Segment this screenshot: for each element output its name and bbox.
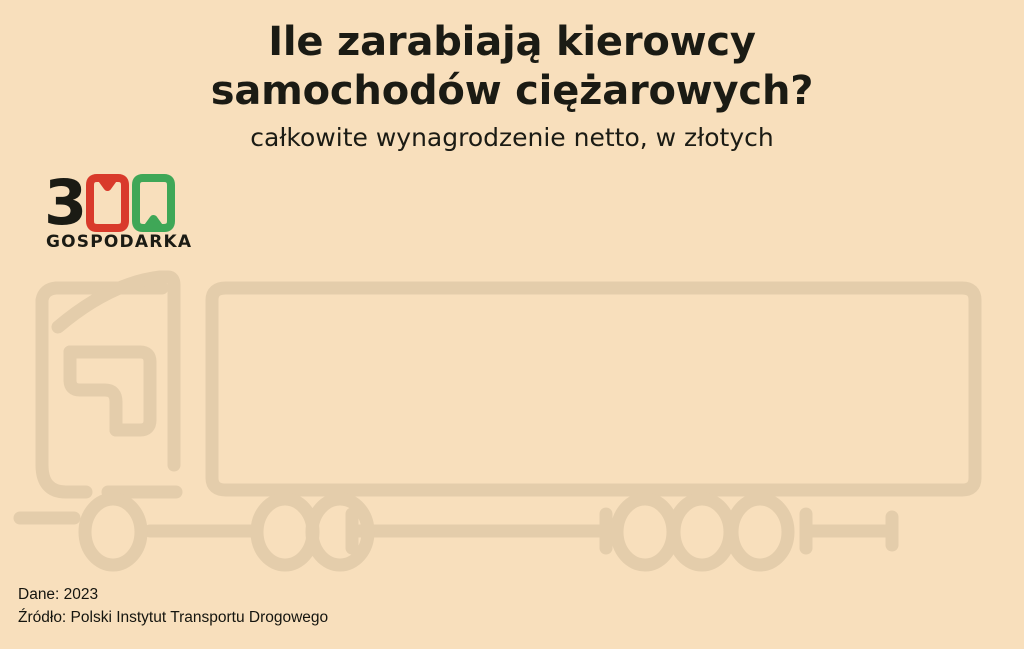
footer-source: Źródło: Polski Instytut Transportu Drogo… <box>18 609 329 627</box>
logo-mark-icon: 3 <box>44 166 175 239</box>
logo-wordmark: GOSPODARKA <box>46 232 193 252</box>
header: Ile zarabiają kierowcy samochodów ciężar… <box>0 18 1024 154</box>
page-subtitle: całkowite wynagrodzenie netto, w złotych <box>250 122 774 152</box>
logo-300-gospodarka: 3 GOSPODARKA <box>44 166 204 254</box>
page-title-line-1: Ile zarabiają kierowcy <box>268 19 756 65</box>
footer-data-year: Dane: 2023 <box>18 586 99 603</box>
page-title-line-2: samochodów ciężarowych? <box>210 67 814 114</box>
svg-text:3: 3 <box>44 174 87 232</box>
footer: Dane: 2023 Źródło: Polski Instytut Trans… <box>18 583 328 630</box>
